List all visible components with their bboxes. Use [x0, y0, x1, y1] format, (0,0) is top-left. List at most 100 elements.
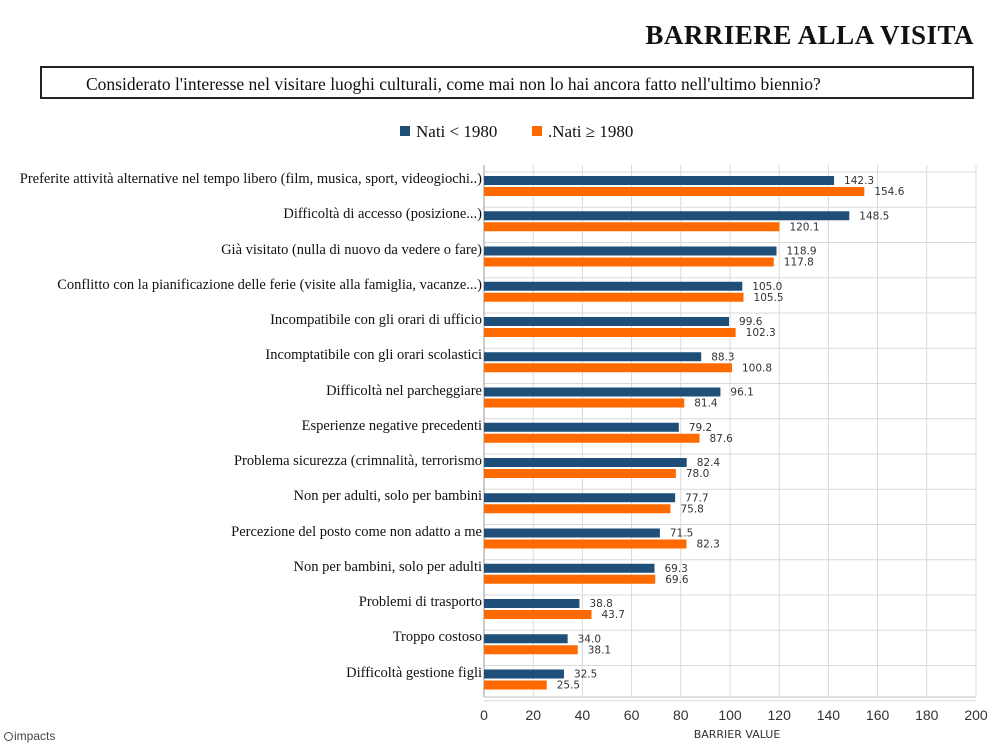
- legend-swatch-series-2: [532, 126, 542, 136]
- bar-series-2: [484, 328, 736, 337]
- legend-swatch-series-1: [400, 126, 410, 136]
- data-label: 32.5: [574, 669, 597, 681]
- x-tick-label: 100: [718, 707, 742, 723]
- bar-series-2: [484, 504, 671, 514]
- category-label: Problemi di trasporto: [358, 594, 482, 610]
- data-label: 117.8: [784, 257, 814, 269]
- category-label: Incompatibile con gli orari di ufficio: [270, 312, 482, 328]
- bar-series-1: [484, 669, 564, 679]
- data-label: 81.4: [694, 398, 718, 410]
- bar-series-1: [484, 493, 676, 503]
- question-box: Considerato l'interesse nel visitare luo…: [40, 66, 974, 99]
- data-label: 25.5: [557, 680, 580, 692]
- bar-series-1: [484, 599, 580, 608]
- x-tick-label: 20: [525, 707, 541, 723]
- category-label: Già visitato (nulla di nuovo da vedere o…: [221, 241, 482, 258]
- bar-series-2: [484, 292, 744, 302]
- x-tick-label: 60: [624, 707, 640, 723]
- bar-series-1: [484, 422, 679, 432]
- bar-series-1: [484, 317, 730, 326]
- x-axis-label: BARRIER VALUE: [694, 728, 781, 741]
- data-label: 34.0: [578, 633, 601, 645]
- bar-series-2: [484, 539, 687, 549]
- x-tick-label: 180: [915, 707, 939, 723]
- data-label: 43.7: [602, 609, 625, 621]
- logo-icon: [4, 732, 13, 741]
- data-label: 87.6: [709, 433, 733, 445]
- x-tick-label: 140: [817, 707, 841, 723]
- bar-series-2: [484, 574, 656, 584]
- bar-series-1: [484, 352, 702, 362]
- data-label: 105.0: [752, 281, 782, 293]
- category-label: Non per bambini, solo per adulti: [293, 558, 482, 575]
- data-label: 38.1: [588, 644, 611, 656]
- bar-series-2: [484, 433, 700, 443]
- data-label: 88.3: [711, 351, 734, 363]
- data-label: 142.3: [844, 175, 874, 187]
- data-label: 148.5: [859, 210, 889, 222]
- category-label: Conflitto con la pianificazione delle fe…: [57, 276, 482, 293]
- page-title: BARRIERE ALLA VISITA: [645, 20, 974, 50]
- data-label: 118.9: [786, 246, 816, 258]
- legend-label-series-2: .Nati ≥ 1980: [548, 122, 634, 141]
- data-label: 82.3: [696, 539, 719, 551]
- category-label: Difficoltà nel parcheggiare: [326, 382, 482, 399]
- question-text: Considerato l'interesse nel visitare luo…: [86, 74, 821, 94]
- bar-series-2: [484, 680, 547, 690]
- data-label: 38.8: [589, 598, 612, 610]
- data-label: 79.2: [689, 422, 712, 434]
- data-label: 69.6: [665, 574, 689, 586]
- legend-item-series-1: Nati < 1980: [400, 122, 497, 142]
- x-tick-label: 160: [866, 707, 890, 723]
- bar-series-1: [484, 528, 660, 538]
- bar-series-1: [484, 211, 850, 221]
- x-tick-label: 200: [964, 707, 988, 723]
- data-label: 77.7: [685, 492, 708, 504]
- data-label: 154.6: [874, 186, 904, 198]
- category-label: Preferite attività alternative nel tempo…: [19, 171, 482, 187]
- bar-series-2: [484, 610, 592, 619]
- data-label: 71.5: [670, 528, 693, 540]
- data-label: 75.8: [680, 503, 703, 515]
- category-label: Difficoltà di accesso (posizione...): [283, 206, 482, 223]
- data-label: 78.0: [686, 468, 709, 480]
- bar-series-1: [484, 563, 655, 573]
- category-label: Esperienze negative precedenti: [301, 417, 482, 434]
- bar-series-1: [484, 281, 743, 291]
- data-label: 100.8: [742, 362, 772, 374]
- data-label: 120.1: [789, 221, 819, 233]
- category-label: Non per adulti, solo per bambini: [293, 488, 482, 505]
- bar-series-2: [484, 469, 676, 478]
- bar-series-2: [484, 645, 578, 655]
- bar-series-1: [484, 246, 777, 256]
- x-tick-label: 0: [480, 707, 488, 723]
- legend-label-series-1: Nati < 1980: [416, 122, 498, 141]
- legend-item-series-2: .Nati ≥ 1980: [532, 122, 633, 142]
- x-tick-label: 40: [575, 707, 591, 723]
- bar-series-1: [484, 458, 687, 467]
- x-tick-label: 120: [768, 707, 792, 723]
- bar-series-1: [484, 387, 721, 397]
- data-label: 82.4: [697, 457, 721, 469]
- bar-series-1: [484, 634, 568, 644]
- category-label: Problema sicurezza (crimnalità, terroris…: [233, 453, 482, 469]
- impacts-logo: impacts: [4, 729, 55, 743]
- logo-text: impacts: [14, 729, 56, 743]
- data-label: 105.5: [754, 292, 784, 304]
- bar-series-2: [484, 257, 774, 267]
- category-label: Difficoltà gestione figli: [346, 664, 482, 681]
- data-label: 99.6: [739, 316, 763, 328]
- bar-series-2: [484, 222, 780, 232]
- data-label: 69.3: [664, 563, 687, 575]
- category-label: Troppo costoso: [392, 629, 482, 646]
- bar-series-1: [484, 176, 835, 185]
- bar-series-2: [484, 363, 732, 373]
- category-label: Incomptatibile con gli orari scolastici: [265, 347, 482, 364]
- data-label: 96.1: [730, 387, 753, 399]
- bar-series-2: [484, 398, 685, 408]
- bar-series-2: [484, 187, 865, 196]
- data-label: 102.3: [746, 327, 776, 339]
- x-tick-label: 80: [673, 707, 689, 723]
- category-label: Percezione del posto come non adatto a m…: [231, 523, 482, 540]
